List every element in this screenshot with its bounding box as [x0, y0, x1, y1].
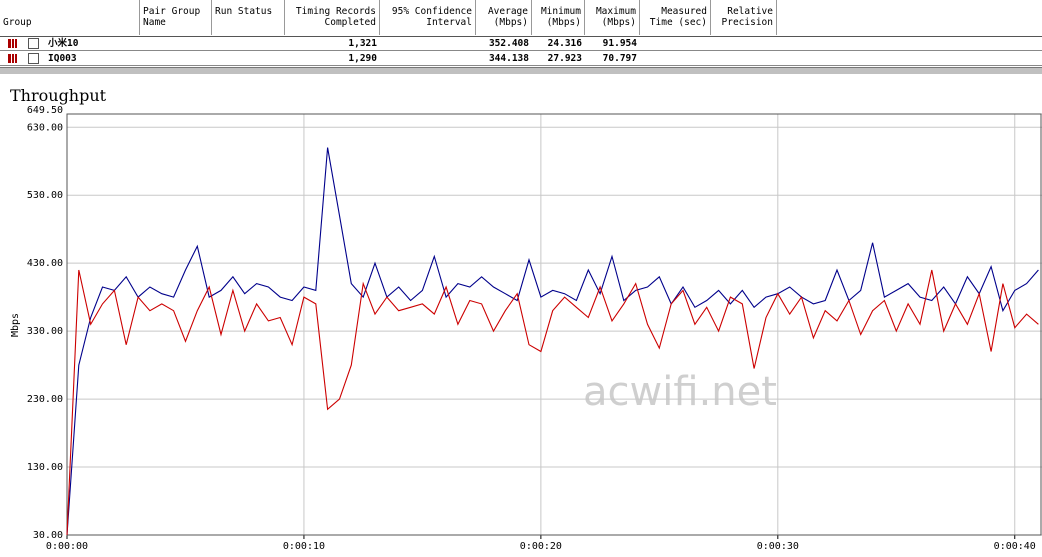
x-tick-label: 0:00:40 [994, 541, 1036, 552]
cell: 27.923 [547, 53, 582, 64]
table-row[interactable]: IQ003 1,290 344.138 27.923 70.797 [0, 51, 1042, 66]
y-tick-label: 430.00 [27, 258, 63, 269]
pair-icon [8, 39, 17, 48]
group-name: IQ003 [48, 53, 77, 64]
header-line: Measured [661, 6, 707, 17]
header-line: Interval [426, 17, 472, 28]
header-line: Group [3, 17, 32, 28]
header-line: Timing Records [295, 6, 376, 17]
pair-icon [8, 54, 17, 63]
header-line: (Mbps) [493, 17, 528, 28]
y-tick-label: 630.00 [27, 122, 63, 133]
cell: 91.954 [602, 38, 637, 49]
cell: 1,290 [348, 53, 377, 64]
y-axis-label: Mbps [10, 313, 21, 337]
splitter [0, 67, 1042, 74]
header-line: Minimum [540, 6, 581, 17]
y-tick-label: 30.00 [33, 530, 63, 541]
cell: 344.138 [488, 53, 529, 64]
header-line: Name [143, 17, 166, 28]
header-line: Maximum [595, 6, 636, 17]
y-tick-label: 330.00 [27, 326, 63, 337]
watermark: acwifi.net [583, 369, 777, 415]
x-tick-label: 0:00:10 [283, 541, 325, 552]
plot-frame [66, 113, 1042, 536]
x-tick-label: 0:00:00 [46, 541, 88, 552]
x-tick-label: 0:00:20 [520, 541, 562, 552]
column-header: Minimum (Mbps) [532, 0, 585, 35]
expand-icon [28, 53, 39, 64]
column-header: 95% Confidence Interval [380, 0, 476, 35]
series-line [66, 147, 1039, 536]
header-line: Precision [721, 17, 773, 28]
column-header: Pair Group Name [140, 0, 212, 35]
expand-icon [28, 38, 39, 49]
header-line: (Mbps) [601, 17, 636, 28]
y-tick-label: 130.00 [27, 462, 63, 473]
column-header: Average (Mbps) [476, 0, 532, 35]
series-line [66, 269, 1039, 536]
table-row[interactable]: 小米10 1,321 352.408 24.316 91.954 [0, 36, 1042, 51]
header-line: Relative [727, 6, 773, 17]
y-tick-label: 230.00 [27, 394, 63, 405]
cell: 1,321 [348, 38, 377, 49]
y-tick-label: 649.50 [27, 105, 63, 116]
column-header: Maximum (Mbps) [585, 0, 640, 35]
column-header: Timing Records Completed [285, 0, 380, 35]
y-tick-label: 530.00 [27, 190, 63, 201]
header-line: Average [487, 6, 528, 17]
cell: 70.797 [602, 53, 637, 64]
chart-title: Throughput [10, 86, 107, 105]
header-line: 95% Confidence [391, 6, 472, 17]
column-header: Run Status [212, 0, 285, 35]
header-line: Run Status [215, 6, 273, 17]
column-header: Relative Precision [711, 0, 777, 35]
column-header: Group [0, 0, 140, 35]
table-header: Group Pair Group Name Run Status Timing Reco… [0, 0, 1042, 37]
header-line: Time (sec) [649, 17, 707, 28]
header-line: Completed [324, 17, 376, 28]
group-name: 小米10 [48, 38, 79, 49]
cell: 352.408 [488, 38, 529, 49]
header-line: Pair Group [143, 6, 201, 17]
column-header: Measured Time (sec) [640, 0, 711, 35]
cell: 24.316 [547, 38, 582, 49]
x-tick-label: 0:00:30 [757, 541, 799, 552]
header-line: (Mbps) [546, 17, 581, 28]
